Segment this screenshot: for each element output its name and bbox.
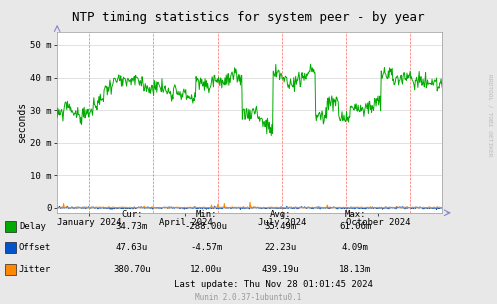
Text: Last update: Thu Nov 28 01:01:45 2024: Last update: Thu Nov 28 01:01:45 2024 <box>174 280 373 289</box>
Text: 18.13m: 18.13m <box>339 264 371 274</box>
Text: 35.49m: 35.49m <box>265 222 297 231</box>
Text: 22.23u: 22.23u <box>265 243 297 252</box>
Text: Munin 2.0.37-1ubuntu0.1: Munin 2.0.37-1ubuntu0.1 <box>195 293 302 302</box>
Text: 47.63u: 47.63u <box>116 243 148 252</box>
Text: 439.19u: 439.19u <box>262 264 300 274</box>
Text: Min:: Min: <box>195 210 217 219</box>
Text: Offset: Offset <box>19 243 51 252</box>
Text: 34.73m: 34.73m <box>116 222 148 231</box>
Text: 61.06m: 61.06m <box>339 222 371 231</box>
Text: Max:: Max: <box>344 210 366 219</box>
Text: RRDTOOL / TOBI OETIKER: RRDTOOL / TOBI OETIKER <box>487 74 492 157</box>
Text: -4.57m: -4.57m <box>190 243 222 252</box>
Text: 380.70u: 380.70u <box>113 264 151 274</box>
Y-axis label: seconds: seconds <box>17 102 27 143</box>
Text: 4.09m: 4.09m <box>342 243 369 252</box>
Text: 12.00u: 12.00u <box>190 264 222 274</box>
Text: Jitter: Jitter <box>19 264 51 274</box>
Text: Avg:: Avg: <box>270 210 292 219</box>
Text: Delay: Delay <box>19 222 46 231</box>
Text: Cur:: Cur: <box>121 210 143 219</box>
Text: NTP timing statistics for system peer - by year: NTP timing statistics for system peer - … <box>72 11 425 24</box>
Text: -288.00u: -288.00u <box>185 222 228 231</box>
